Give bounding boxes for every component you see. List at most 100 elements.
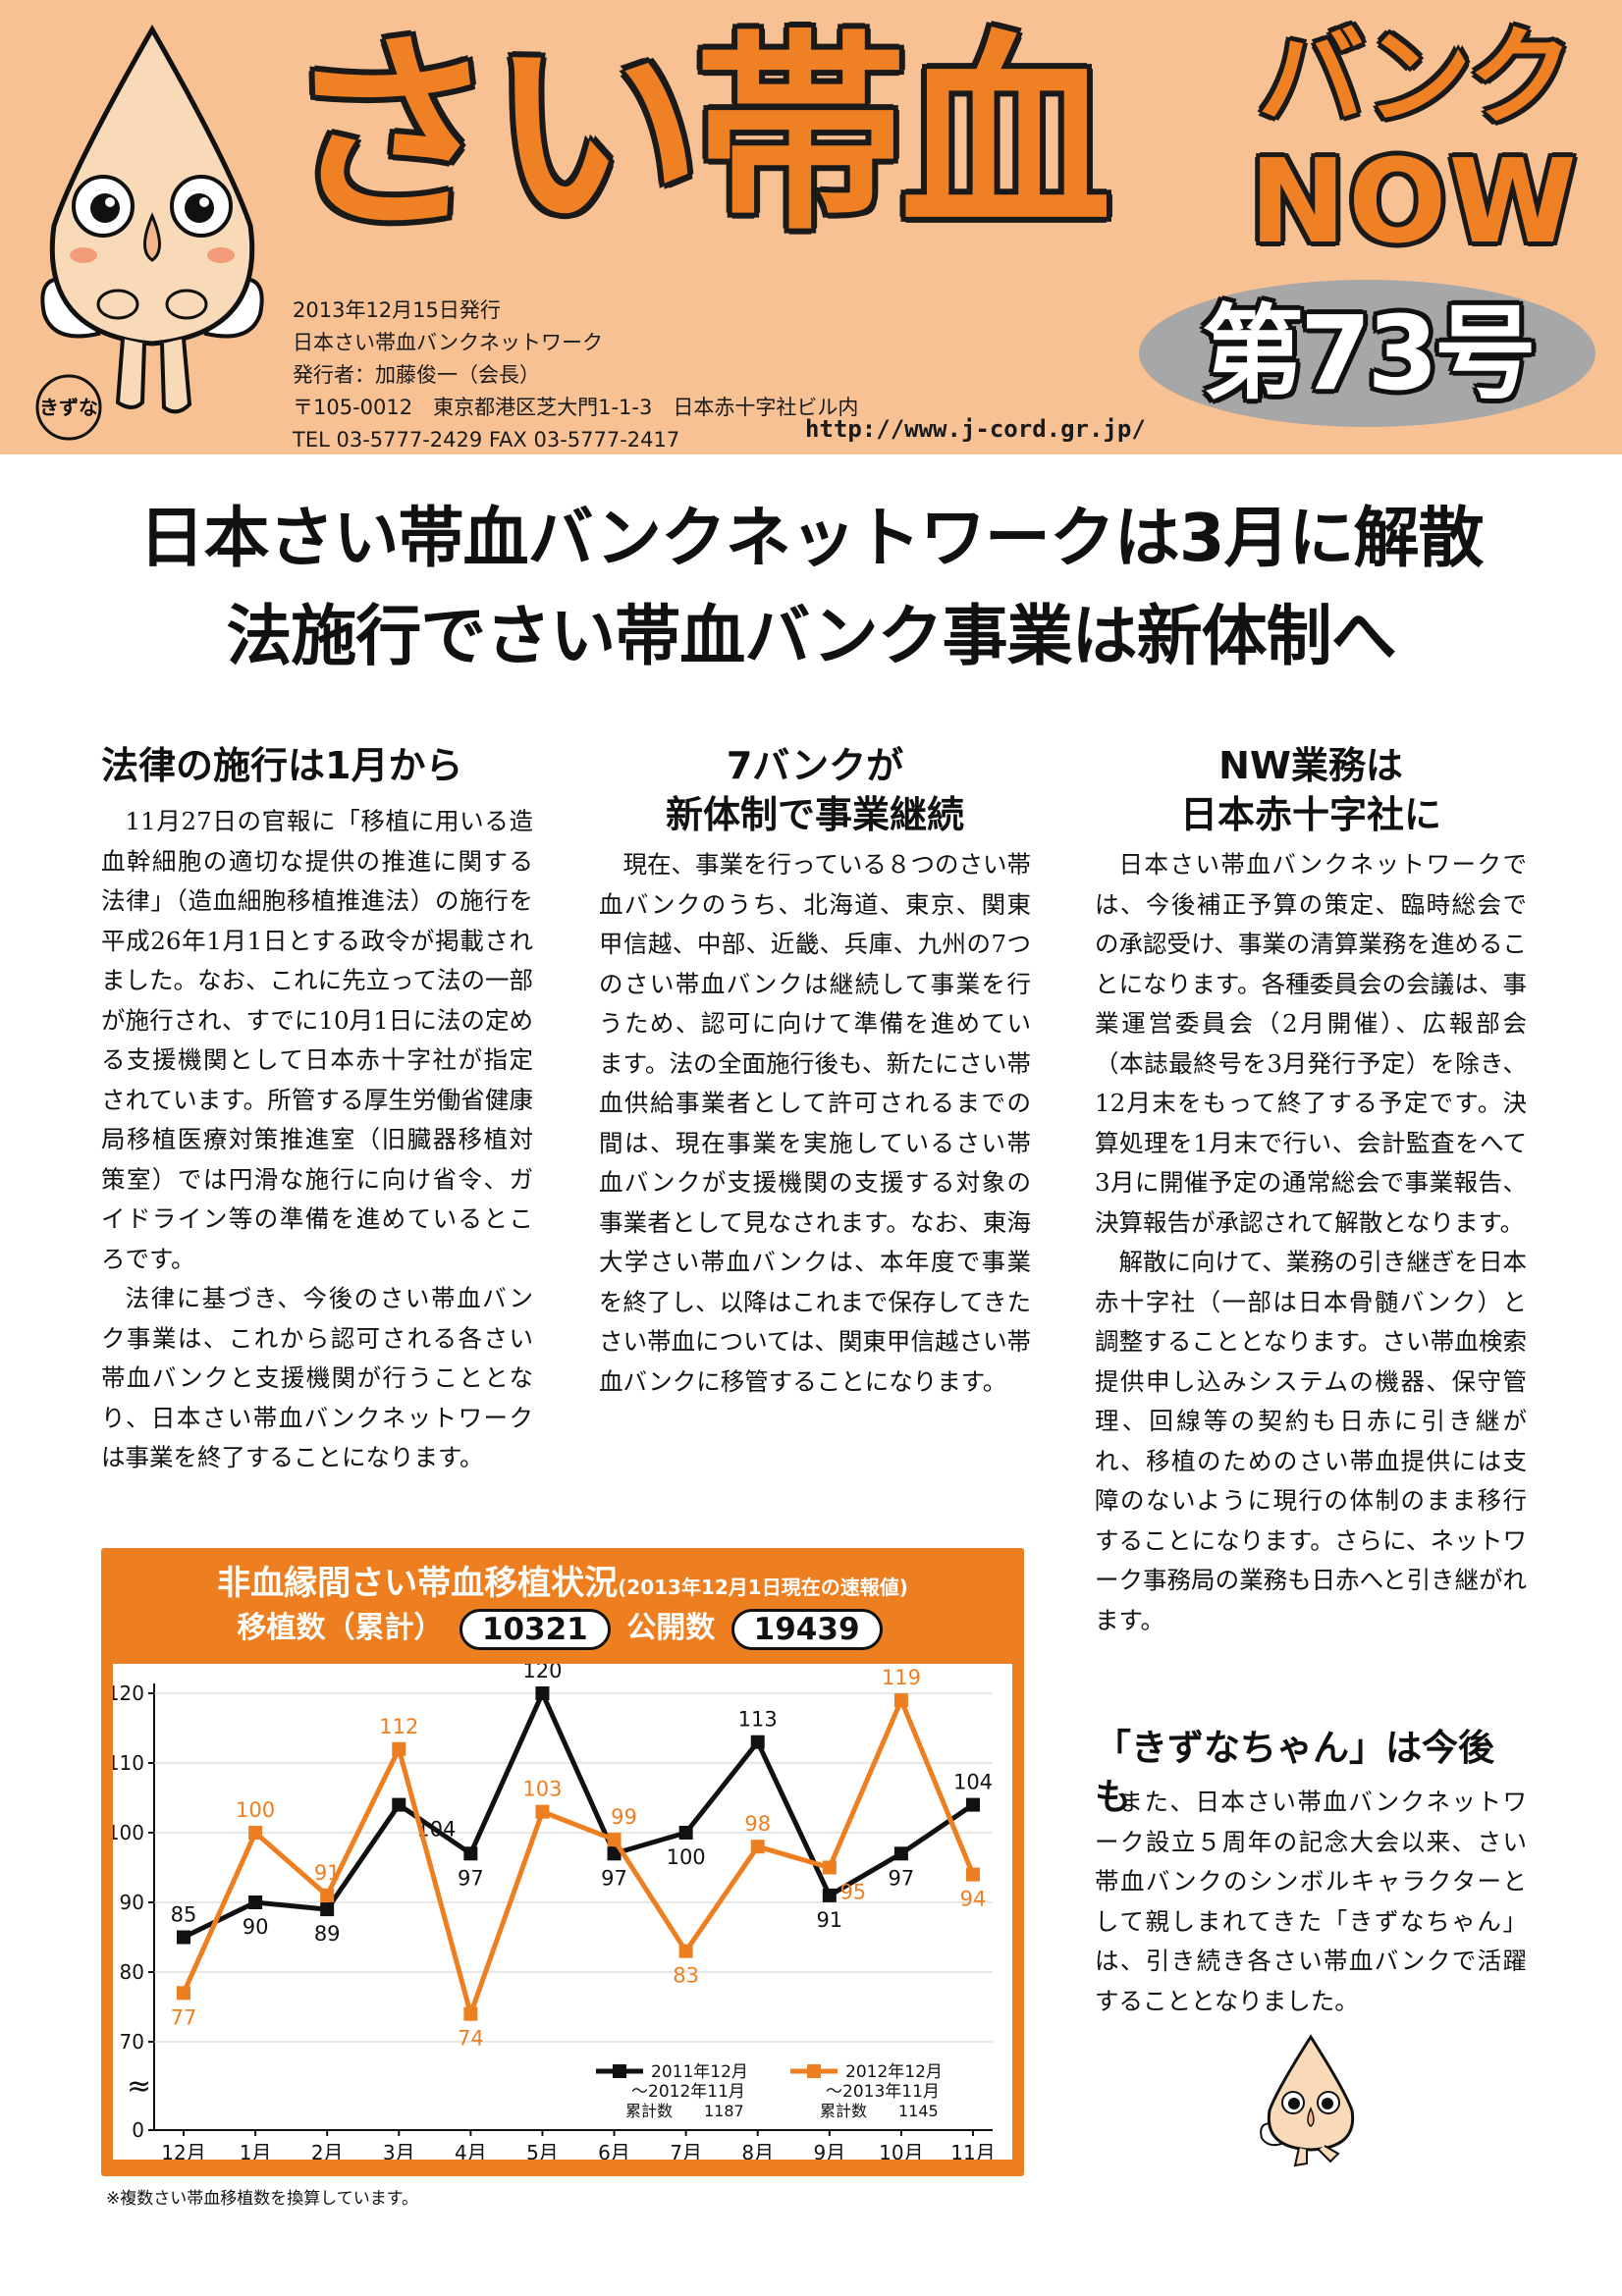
chart-plot-area: 0 70 80 90 100 110 120 ≈12月 1月 2月 3月 4月 5月 6月 7月 8月 9月 10… bbox=[113, 1664, 1012, 2160]
series-line bbox=[182, 1686, 975, 1940]
x-tick-label: 9月 bbox=[813, 2141, 845, 2160]
article-column-network: NW業務は 日本赤十字社に 日本さい帯血バンクネットワークでは、今後補正予算の策… bbox=[1095, 741, 1527, 1640]
line-chart: 0 70 80 90 100 110 120 ≈12月 1月 2月 3月 4月 5月 6月 7月 8月 9月 10… bbox=[113, 1664, 996, 2160]
legend-total-label: 累計数 bbox=[820, 2102, 867, 2120]
column-heading: 7バンクが 新体制で事業継続 bbox=[599, 741, 1031, 839]
brand-title: さい帯血 bbox=[285, 12, 1111, 258]
data-point bbox=[678, 1826, 693, 1840]
data-label: 100 bbox=[667, 1845, 706, 1869]
legend-total-label: 累計数 bbox=[625, 2102, 673, 2120]
data-label: 100 bbox=[236, 1798, 275, 1822]
publication-info: 2013年12月15日発行 日本さい帯血バンクネットワーク 発行者：加藤俊一（会… bbox=[293, 294, 1176, 456]
chart-title: 非血縁間さい帯血移植状況(2013年12月1日現在の速報値) bbox=[101, 1562, 1024, 1609]
data-point bbox=[893, 1693, 908, 1708]
kizuna-chan-mascot-icon: きずな bbox=[35, 24, 264, 441]
legend-total-value: 1187 bbox=[704, 2102, 744, 2120]
data-point bbox=[177, 1930, 190, 1945]
y-tick-label: 120 bbox=[113, 1682, 144, 1705]
data-point bbox=[535, 1804, 550, 1819]
column-heading-line: NW業務は bbox=[1218, 744, 1403, 787]
data-label: 95 bbox=[839, 1881, 866, 1904]
legend-marker bbox=[613, 2064, 626, 2078]
chart-footnote: ※複数さい帯血移植数を換算しています。 bbox=[106, 2189, 419, 2209]
x-tick-label: 7月 bbox=[670, 2141, 702, 2160]
legend-total-value: 1145 bbox=[898, 2102, 939, 2120]
brand-bank: バンク bbox=[1258, 17, 1573, 139]
pub-address: 〒105-0012 東京都港区芝大門1-1-3 日本赤十字社ビル内 bbox=[293, 396, 859, 419]
brand-now: NOW bbox=[1249, 133, 1579, 269]
issue-badge: 第73号 bbox=[1139, 280, 1595, 427]
public-value: 19439 bbox=[730, 1608, 883, 1650]
masthead: きずな さい帯血 バンク NOW 第73号 2013年12月15日発行 日本さい… bbox=[0, 0, 1622, 454]
pub-date: 2013年12月15日発行 bbox=[293, 298, 501, 322]
pub-publisher: 発行者：加藤俊一（会長） bbox=[293, 363, 540, 387]
data-label: 112 bbox=[379, 1715, 418, 1738]
data-label: 104 bbox=[953, 1771, 993, 1794]
y-tick-label: 80 bbox=[120, 1960, 144, 1984]
data-point bbox=[607, 1833, 622, 1847]
data-label: 103 bbox=[522, 1778, 562, 1801]
pub-org: 日本さい帯血バンクネットワーク bbox=[293, 331, 604, 354]
website-link[interactable]: http://www.j-cord.gr.jp/ bbox=[805, 415, 1146, 443]
legend-series-name: 2012年12月 bbox=[845, 2062, 943, 2082]
data-point bbox=[177, 1986, 190, 2001]
data-label: 85 bbox=[171, 1903, 197, 1927]
data-label: 77 bbox=[171, 2005, 197, 2029]
kizuna-paragraph: また、日本さい帯血バンクネットワーク設立５周年の記念大会以来、さい帯血バンクのシ… bbox=[1095, 1788, 1527, 2015]
transplants-value: 10321 bbox=[459, 1608, 611, 1650]
data-label: 97 bbox=[889, 1866, 915, 1890]
axis-break-symbol: ≈ bbox=[127, 2069, 151, 2104]
column-paragraph: 11月27日の官報に「移植に用いる造血幹細胞の適切な提供の推進に関する法律」（造… bbox=[101, 807, 533, 1273]
headline-line-1: 日本さい帯血バンクネットワークは3月に解散 bbox=[138, 500, 1485, 576]
column-paragraph: 法律に基づき、今後のさい帯血バンク事業は、これから認可される各さい帯血バンクと支… bbox=[101, 1284, 533, 1471]
x-tick-label: 1月 bbox=[240, 2141, 272, 2160]
data-point bbox=[607, 1846, 622, 1861]
mascot-badge-text: きずな bbox=[39, 396, 98, 419]
x-tick-label: 4月 bbox=[455, 2141, 487, 2160]
legend-series-range: 〜2012年11月 bbox=[631, 2082, 745, 2102]
column-heading: 法律の施行は1月から bbox=[101, 744, 463, 787]
data-point bbox=[822, 1860, 837, 1875]
column-paragraph: 日本さい帯血バンクネットワークでは、今後補正予算の策定、臨時総会での承認受け、事… bbox=[1095, 850, 1527, 1237]
chart-title-text: 非血縁間さい帯血移植状況 bbox=[217, 1564, 619, 1603]
data-point bbox=[822, 1888, 837, 1902]
data-point bbox=[392, 1797, 406, 1812]
data-point bbox=[248, 1826, 263, 1840]
pub-contact: TEL 03-5777-2429 FAX 03-5777-2417 bbox=[293, 428, 680, 452]
data-label: 98 bbox=[744, 1812, 771, 1836]
data-point bbox=[750, 1840, 765, 1854]
column-heading: NW業務は 日本赤十字社に bbox=[1095, 741, 1527, 839]
transplants-label: 移植数（累計） bbox=[237, 1611, 444, 1645]
x-tick-label: 11月 bbox=[950, 2141, 995, 2160]
x-tick-label: 10月 bbox=[879, 2141, 923, 2160]
data-label: 113 bbox=[738, 1708, 778, 1732]
public-label: 公開数 bbox=[626, 1611, 716, 1645]
y-tick-label: 0 bbox=[132, 2118, 144, 2142]
data-point bbox=[966, 1867, 980, 1882]
column-heading-line: 7バンクが bbox=[726, 744, 904, 787]
data-point bbox=[678, 1944, 693, 1958]
data-label: 94 bbox=[960, 1888, 987, 1911]
headline-line-2: 法施行でさい帯血バンク事業は新体制へ bbox=[226, 598, 1396, 674]
data-label: 89 bbox=[314, 1922, 341, 1946]
data-point bbox=[463, 2006, 478, 2021]
data-point bbox=[320, 1902, 335, 1917]
issue-number: 第73号 bbox=[1202, 294, 1537, 413]
chart-title-note: (2013年12月1日現在の速報値) bbox=[618, 1575, 908, 1599]
kizuna-heading: 「きずなちゃん」は今後も bbox=[1095, 1727, 1494, 1818]
column-heading-line: 日本赤十字社に bbox=[1179, 793, 1441, 836]
transplant-chart-panel: 非血縁間さい帯血移植状況(2013年12月1日現在の速報値) 移植数（累計） 1… bbox=[101, 1548, 1024, 2176]
data-point bbox=[463, 1846, 478, 1861]
y-tick-label: 100 bbox=[113, 1821, 144, 1844]
data-label: 97 bbox=[458, 1866, 484, 1890]
legend-series-name: 2011年12月 bbox=[651, 2062, 748, 2082]
x-tick-label: 3月 bbox=[383, 2141, 415, 2160]
data-point bbox=[320, 1888, 335, 1902]
chart-summary: 移植数（累計） 10321 公開数 19439 bbox=[101, 1607, 1024, 1650]
data-label: 97 bbox=[601, 1866, 627, 1890]
legend-series-range: 〜2013年11月 bbox=[826, 2082, 940, 2102]
main-headline: 日本さい帯血バンクネットワークは3月に解散 法施行でさい帯血バンク事業は新体制へ bbox=[0, 489, 1622, 685]
data-point bbox=[535, 1686, 550, 1700]
legend-marker bbox=[807, 2064, 821, 2078]
data-label: 90 bbox=[243, 1915, 269, 1939]
